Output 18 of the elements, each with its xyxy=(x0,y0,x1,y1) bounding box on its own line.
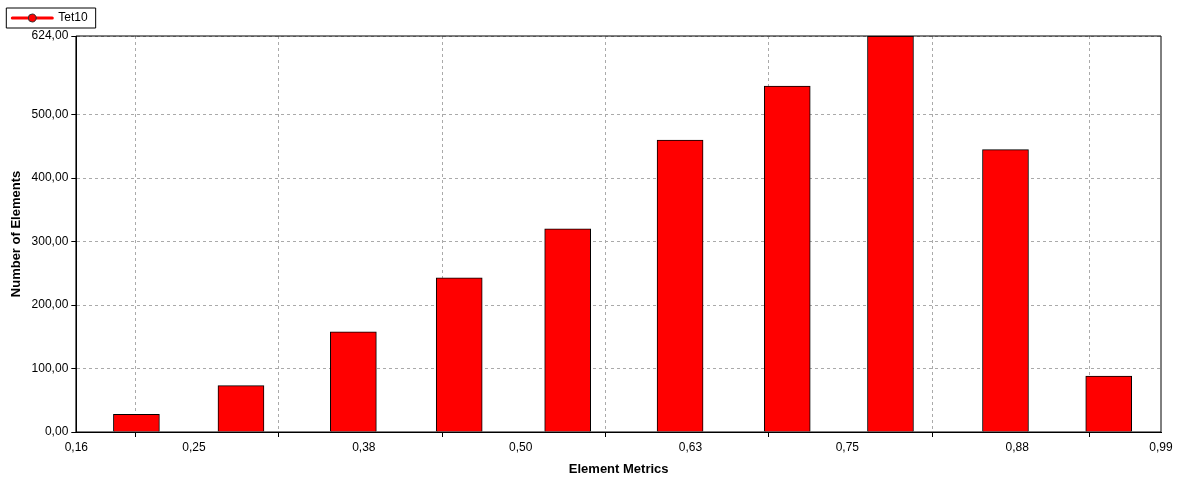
x-tick-label: 0,25 xyxy=(182,439,206,454)
y-tick-label: 500,00 xyxy=(31,107,69,121)
y-tick-label: 100,00 xyxy=(31,360,69,375)
x-axis-title: Element Metrics xyxy=(568,460,669,476)
x-tick-label: 0,88 xyxy=(1005,439,1030,454)
y-tick-label: 200,00 xyxy=(31,297,69,312)
x-tick-label: 0,99 xyxy=(1149,439,1173,454)
y-tick-label: 300,00 xyxy=(31,233,69,248)
y-tick-label: 400,00 xyxy=(31,170,69,185)
x-tick-label: 0,38 xyxy=(352,439,376,454)
y-tick-label: 0,00 xyxy=(44,424,69,439)
x-tick-label: 0,16 xyxy=(64,439,89,454)
y-tick-label: 624,00 xyxy=(31,28,69,43)
legend-label: Tet10 xyxy=(58,10,88,25)
y-axis-title: Number of Elements xyxy=(8,170,24,298)
x-tick-label: 0,75 xyxy=(835,439,860,454)
x-tick-label: 0,50 xyxy=(508,439,533,454)
x-tick-label: 0,63 xyxy=(678,439,703,454)
